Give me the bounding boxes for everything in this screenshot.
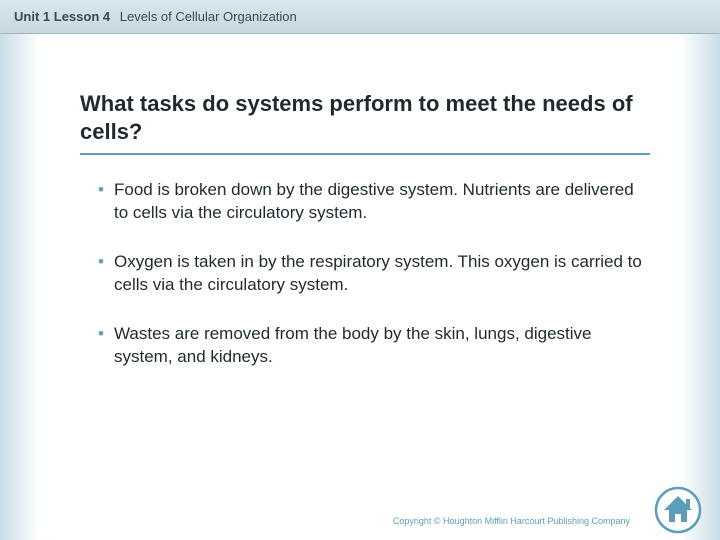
bullet-item: Food is broken down by the digestive sys… xyxy=(98,179,650,225)
header-text: Unit 1 Lesson 4 Levels of Cellular Organ… xyxy=(14,9,297,24)
lesson-label: Lesson 4 xyxy=(54,9,110,24)
content-area: What tasks do systems perform to meet th… xyxy=(0,34,720,540)
home-icon xyxy=(654,486,702,534)
header-bar: Unit 1 Lesson 4 Levels of Cellular Organ… xyxy=(0,0,720,34)
slide-heading: What tasks do systems perform to meet th… xyxy=(80,90,650,155)
bullet-item: Oxygen is taken in by the respiratory sy… xyxy=(98,251,650,297)
bullet-list: Food is broken down by the digestive sys… xyxy=(80,179,650,369)
copyright-text: Copyright © Houghton Mifflin Harcourt Pu… xyxy=(393,516,630,526)
lesson-title: Levels of Cellular Organization xyxy=(120,9,297,24)
home-button[interactable] xyxy=(654,486,702,534)
bullet-item: Wastes are removed from the body by the … xyxy=(98,323,650,369)
unit-label: Unit 1 xyxy=(14,9,50,24)
